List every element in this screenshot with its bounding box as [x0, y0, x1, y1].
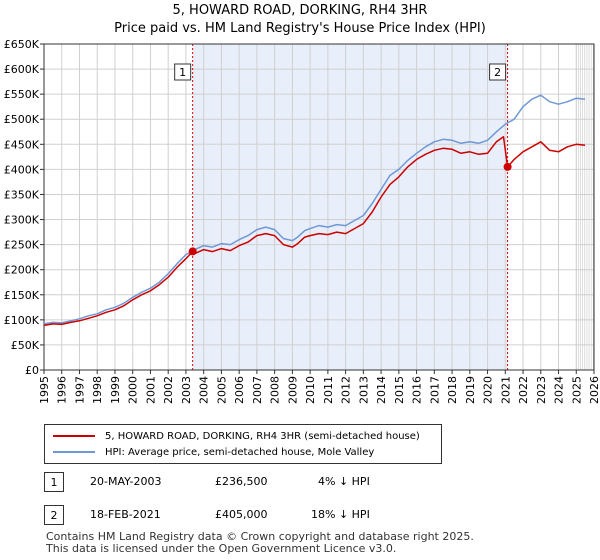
- event-badge-label: 2: [494, 66, 501, 79]
- x-tick-label: 2011: [322, 376, 335, 404]
- x-tick-label: 2013: [357, 376, 370, 404]
- x-tick-label: 2026: [588, 376, 600, 404]
- y-tick-label: £550K: [4, 88, 40, 101]
- x-tick-label: 2010: [304, 376, 317, 404]
- x-tick-label: 2017: [428, 376, 441, 404]
- y-tick-label: £200K: [4, 264, 40, 277]
- legend-swatch-property: [53, 435, 95, 437]
- x-tick-label: 2015: [393, 376, 406, 404]
- footer-copyright: Contains HM Land Registry data © Crown c…: [46, 530, 474, 543]
- transaction-hpi-diff: 4% ↓ HPI: [318, 474, 370, 488]
- x-tick-label: 2023: [535, 376, 548, 404]
- x-tick-label: 2018: [446, 376, 459, 404]
- x-tick-label: 2006: [233, 376, 246, 404]
- footer-licence: This data is licensed under the Open Gov…: [46, 542, 397, 555]
- legend-item-property: 5, HOWARD ROAD, DORKING, RH4 3HR (semi-d…: [53, 428, 420, 444]
- chart-subtitle: Price paid vs. HM Land Registry's House …: [114, 21, 486, 36]
- x-tick-label: 2012: [340, 376, 353, 404]
- x-tick-label: 2004: [198, 376, 211, 404]
- y-tick-label: £300K: [4, 214, 40, 227]
- series-line: [43, 136, 586, 327]
- x-tick-label: 2007: [251, 376, 264, 404]
- plot-frame: [43, 43, 595, 371]
- x-tick-label: 2016: [411, 376, 424, 404]
- x-tick-label: 2003: [180, 376, 193, 404]
- x-tick-label: 2002: [162, 376, 175, 404]
- x-tick-label: 2000: [127, 376, 140, 404]
- y-tick-label: £450K: [4, 138, 40, 151]
- legend-swatch-hpi: [53, 451, 95, 453]
- y-tick-label: £150K: [4, 289, 40, 302]
- x-tick-label: 2009: [286, 376, 299, 404]
- price-chart: 1 2 £0 £50K £100K £150K £200K £250K £300K £350K £4…: [4, 38, 600, 404]
- x-tick-label: 1995: [38, 376, 51, 404]
- x-tick-label: 2021: [499, 376, 512, 404]
- x-tick-label: 2022: [517, 376, 530, 404]
- x-tick-label: 1998: [91, 376, 104, 404]
- transaction-hpi-diff: 18% ↓ HPI: [311, 507, 370, 521]
- transaction-date: 18-FEB-2021: [90, 507, 161, 521]
- x-tick-label: 2008: [269, 376, 282, 404]
- y-tick-label: £50K: [11, 339, 40, 352]
- transaction-date: 20-MAY-2003: [90, 474, 162, 488]
- sale-point: [503, 162, 512, 171]
- y-tick-label: £400K: [4, 163, 40, 176]
- x-tick-label: 2019: [464, 376, 477, 404]
- transaction-badge: 2: [44, 505, 64, 525]
- legend-item-hpi: HPI: Average price, semi-detached house,…: [53, 444, 374, 460]
- event-badge: [489, 63, 507, 81]
- chart-title: 5, HOWARD ROAD, DORKING, RH4 3HR: [172, 3, 428, 18]
- x-tick-label: 2025: [570, 376, 583, 404]
- x-tick-label: 2005: [215, 376, 228, 404]
- transaction-badge: 1: [44, 472, 64, 492]
- y-tick-label: £500K: [4, 113, 40, 126]
- x-tick-label: 1996: [56, 376, 69, 404]
- y-tick-label: £100K: [4, 314, 40, 327]
- transaction-price: £405,000: [215, 507, 268, 521]
- x-tick-label: 2014: [375, 376, 388, 404]
- series-line: [43, 94, 586, 325]
- transaction-price: £236,500: [215, 474, 268, 488]
- y-tick-label: £350K: [4, 188, 40, 201]
- x-tick-label: 2001: [144, 376, 157, 404]
- x-tick-label: 1997: [73, 376, 86, 404]
- event-badge: [174, 63, 192, 81]
- sale-period-shade: [192, 44, 508, 370]
- y-tick-label: £0: [25, 364, 39, 377]
- event-badge-label: 1: [179, 66, 186, 79]
- y-tick-label: £600K: [4, 63, 40, 76]
- x-tick-label: 2024: [553, 376, 566, 404]
- legend: 5, HOWARD ROAD, DORKING, RH4 3HR (semi-d…: [44, 424, 442, 464]
- legend-label-property: 5, HOWARD ROAD, DORKING, RH4 3HR (semi-d…: [105, 430, 420, 442]
- x-tick-label: 1999: [109, 376, 122, 404]
- y-tick-label: £650K: [4, 38, 40, 51]
- legend-label-hpi: HPI: Average price, semi-detached house,…: [105, 446, 375, 458]
- y-tick-label: £250K: [4, 239, 40, 252]
- x-tick-label: 2020: [482, 376, 495, 404]
- sale-point: [188, 247, 197, 256]
